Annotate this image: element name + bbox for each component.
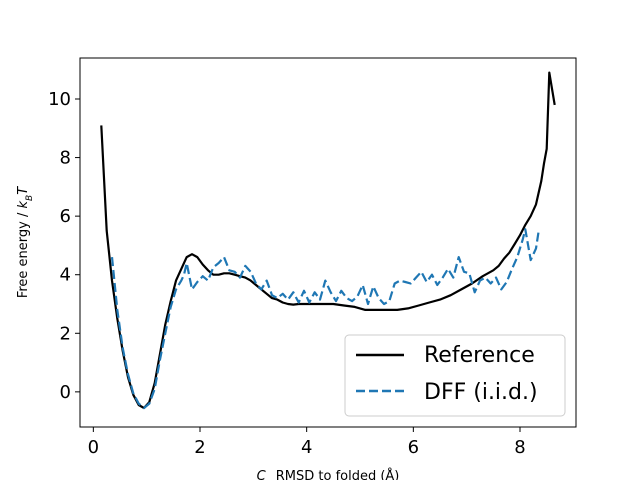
plot-area-frame [79, 57, 577, 428]
legend-label-reference: Reference [424, 343, 535, 368]
y-tick-label: 10 [48, 89, 71, 110]
x-tick-label: 0 [88, 437, 99, 458]
x-tick-label: 4 [301, 437, 312, 458]
y-tick-label: 6 [60, 206, 71, 227]
y-tick-label: 8 [60, 148, 71, 169]
series-line-reference [100, 71, 556, 410]
legend: Reference DFF (i.i.d.) [344, 334, 566, 417]
y-tick-label: 2 [60, 323, 71, 344]
y-tick-label: 0 [60, 382, 71, 403]
x-tick-label: 6 [408, 437, 419, 458]
series-line-dff [110, 228, 540, 410]
y-axis-label: Free energy / kBT [16, 186, 35, 298]
x-tick-label: 2 [194, 437, 205, 458]
y-tick-label: 4 [60, 265, 71, 286]
x-tick-label: 8 [514, 437, 525, 458]
legend-label-dff: DFF (i.i.d.) [424, 380, 538, 405]
x-axis-label: Cα RMSD to folded (Å) [257, 468, 400, 480]
